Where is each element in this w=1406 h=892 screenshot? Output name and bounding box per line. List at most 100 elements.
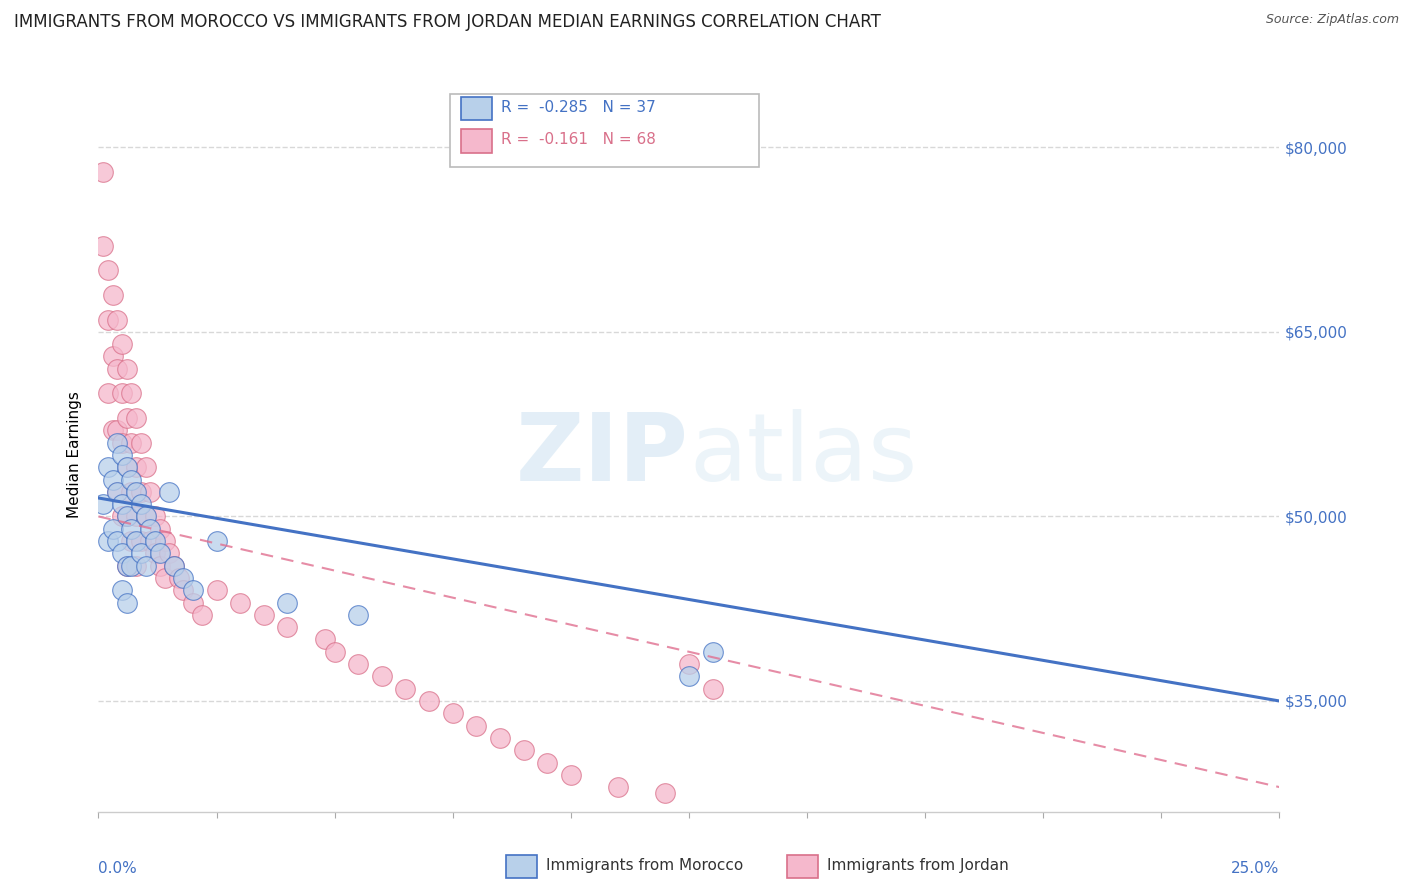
Point: [105, 423, 128, 437]
Point: [135, 509, 157, 524]
Point: [111, 546, 134, 560]
Point: [143, 509, 166, 524]
Point: [323, 645, 346, 659]
Point: [97, 263, 120, 277]
Point: [125, 509, 148, 524]
Point: [101, 350, 124, 364]
Point: [172, 583, 194, 598]
Point: [157, 546, 180, 560]
Point: [143, 546, 166, 560]
Point: [191, 607, 214, 622]
Point: [115, 460, 138, 475]
Point: [205, 534, 228, 549]
Point: [702, 645, 724, 659]
Point: [111, 509, 134, 524]
Point: [654, 786, 676, 800]
Point: [139, 484, 162, 499]
Point: [121, 534, 143, 549]
Point: [105, 484, 128, 499]
Point: [314, 632, 336, 647]
Point: [135, 558, 157, 573]
Point: [418, 694, 440, 708]
Point: [115, 411, 138, 425]
Point: [91, 497, 114, 511]
Point: [489, 731, 512, 745]
Text: 25.0%: 25.0%: [1232, 861, 1279, 876]
Point: [101, 288, 124, 302]
Text: 0.0%: 0.0%: [98, 861, 138, 876]
Point: [172, 571, 194, 585]
Point: [129, 497, 152, 511]
Point: [105, 534, 128, 549]
Point: [115, 558, 138, 573]
Point: [101, 522, 124, 536]
Point: [371, 669, 394, 683]
Point: [153, 534, 176, 549]
Point: [121, 558, 143, 573]
Point: [205, 583, 228, 598]
Point: [121, 386, 143, 401]
Point: [115, 361, 138, 376]
Point: [149, 522, 172, 536]
Point: [121, 473, 143, 487]
Point: [125, 558, 148, 573]
Point: [115, 509, 138, 524]
Point: [678, 669, 700, 683]
Point: [143, 534, 166, 549]
Point: [181, 583, 204, 598]
Point: [121, 435, 143, 450]
Point: [139, 534, 162, 549]
Point: [111, 583, 134, 598]
Point: [139, 522, 162, 536]
Point: [115, 558, 138, 573]
Point: [91, 239, 114, 253]
Point: [111, 497, 134, 511]
Point: [394, 681, 416, 696]
Point: [253, 607, 276, 622]
Point: [536, 756, 558, 770]
Point: [441, 706, 464, 721]
Point: [115, 596, 138, 610]
Text: Immigrants from Morocco: Immigrants from Morocco: [546, 858, 742, 872]
Point: [181, 596, 204, 610]
Point: [276, 596, 298, 610]
Text: R =  -0.285   N = 37: R = -0.285 N = 37: [501, 100, 655, 114]
Point: [125, 460, 148, 475]
Text: ZIP: ZIP: [516, 409, 689, 501]
Point: [465, 718, 488, 732]
Point: [105, 312, 128, 326]
Point: [157, 484, 180, 499]
Text: IMMIGRANTS FROM MOROCCO VS IMMIGRANTS FROM JORDAN MEDIAN EARNINGS CORRELATION CH: IMMIGRANTS FROM MOROCCO VS IMMIGRANTS FR…: [14, 13, 882, 31]
Point: [153, 571, 176, 585]
Point: [97, 534, 120, 549]
Point: [167, 571, 190, 585]
Point: [115, 509, 138, 524]
Point: [129, 484, 152, 499]
Text: Immigrants from Jordan: Immigrants from Jordan: [827, 858, 1008, 872]
Point: [129, 435, 152, 450]
Point: [163, 558, 186, 573]
Point: [105, 435, 128, 450]
Point: [105, 484, 128, 499]
Point: [149, 558, 172, 573]
Point: [149, 546, 172, 560]
Point: [129, 546, 152, 560]
Point: [135, 509, 157, 524]
Point: [125, 411, 148, 425]
Point: [111, 435, 134, 450]
Y-axis label: Median Earnings: Median Earnings: [67, 392, 83, 518]
Point: [97, 312, 120, 326]
Point: [125, 484, 148, 499]
Point: [678, 657, 700, 671]
Point: [121, 484, 143, 499]
Point: [111, 337, 134, 351]
Point: [347, 657, 370, 671]
Point: [101, 473, 124, 487]
Point: [229, 596, 252, 610]
Point: [97, 386, 120, 401]
Point: [129, 534, 152, 549]
Point: [702, 681, 724, 696]
Point: [512, 743, 534, 757]
Text: R =  -0.161   N = 68: R = -0.161 N = 68: [501, 132, 655, 146]
Point: [135, 460, 157, 475]
